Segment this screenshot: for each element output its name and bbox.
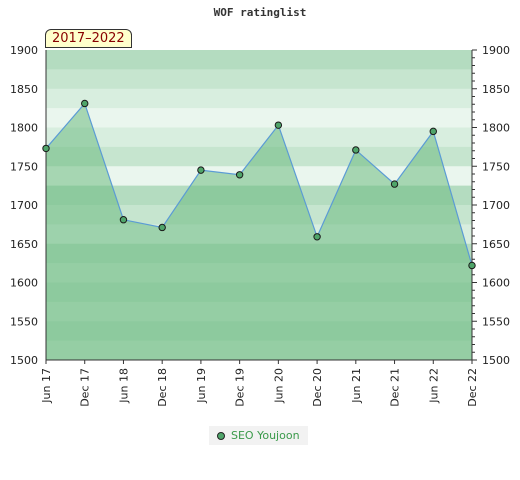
x-tick-label: Jun 17: [40, 368, 53, 404]
x-tick-label: Dec 17: [79, 368, 92, 407]
series-line: [45, 102, 473, 266]
y-tick-label-left: 1800: [10, 122, 38, 135]
data-point: [274, 121, 283, 129]
y-tick-label-left: 1750: [10, 160, 38, 173]
data-point: [197, 166, 205, 174]
background-band: [46, 127, 472, 148]
legend: SEO Youjoon: [209, 426, 308, 445]
x-tick-label: Jun 22: [427, 368, 440, 404]
background-band: [46, 108, 472, 128]
background-band: [46, 69, 472, 90]
data-point: [468, 261, 476, 270]
x-tick-label: Dec 18: [156, 368, 169, 407]
y-tick-label-right: 1700: [482, 199, 510, 212]
y-tick-label-left: 1500: [10, 354, 38, 367]
x-tick-label: Dec 20: [311, 368, 324, 407]
x-tick-label: Dec 21: [389, 368, 402, 407]
y-tick-label-right: 1550: [482, 315, 510, 328]
x-tick-label: Dec 22: [466, 368, 479, 407]
series-area: [46, 103, 472, 360]
data-point: [42, 144, 50, 153]
y-tick-label-right: 1650: [482, 238, 510, 251]
y-tick-label-left: 1850: [10, 83, 38, 96]
legend-label: SEO Youjoon: [231, 429, 300, 442]
y-tick-label-right: 1850: [482, 83, 510, 96]
period-badge: 2017–2022: [45, 29, 132, 48]
y-tick-label-right: 1500: [482, 354, 510, 367]
data-point: [119, 216, 128, 224]
y-tick-label-right: 1750: [482, 160, 510, 173]
data-point: [429, 127, 437, 136]
x-tick-label: Jun 19: [195, 368, 208, 404]
x-tick-label: Jun 18: [117, 368, 130, 404]
data-point: [352, 146, 360, 154]
y-tick-label-left: 1650: [10, 238, 38, 251]
legend-marker-icon: [217, 431, 225, 440]
x-tick-label: Dec 19: [234, 368, 247, 407]
x-tick-label: Jun 21: [350, 368, 363, 404]
data-point: [158, 223, 166, 232]
data-point: [81, 99, 89, 108]
background-band: [46, 50, 472, 70]
y-tick-label-right: 1900: [482, 44, 510, 57]
chart-title: WOF ratinglist: [213, 6, 307, 19]
y-tick-label-right: 1600: [482, 277, 510, 290]
data-point: [390, 180, 399, 188]
y-tick-label-left: 1700: [10, 199, 38, 212]
y-tick-label-right: 1800: [482, 122, 510, 135]
background-band: [46, 88, 472, 109]
data-point: [235, 171, 244, 179]
data-point: [313, 233, 321, 241]
y-tick-label-left: 1600: [10, 277, 38, 290]
y-tick-label-left: 1900: [10, 44, 38, 57]
y-tick-label-left: 1550: [10, 315, 38, 328]
x-tick-label: Jun 20: [272, 368, 285, 404]
